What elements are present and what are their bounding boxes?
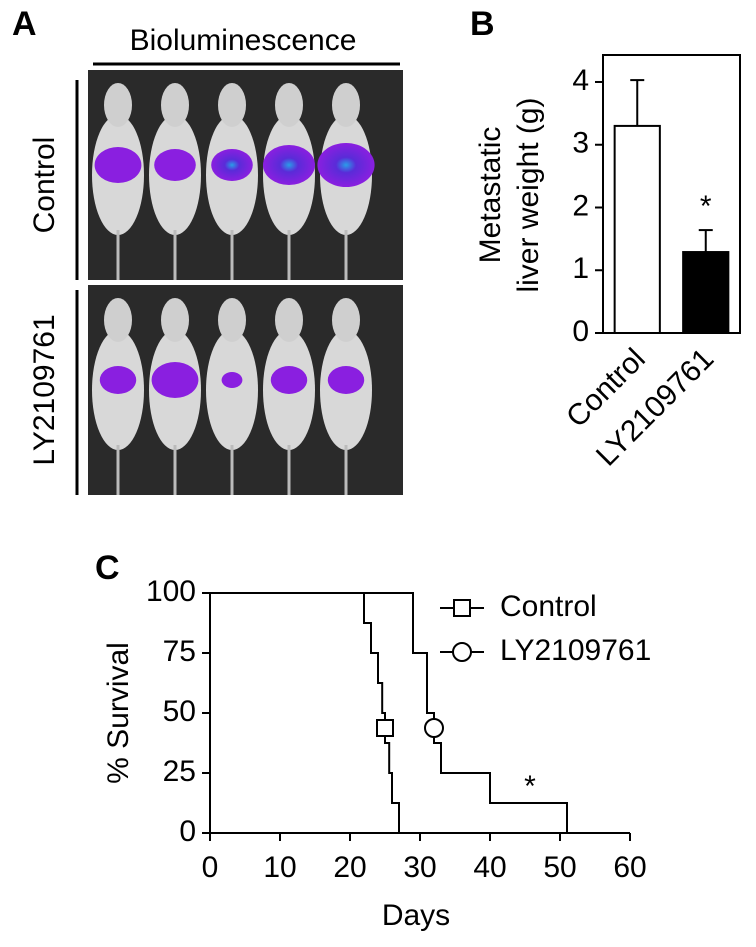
x-tick-label: 0 [202,851,219,884]
mouse-head [332,298,360,342]
y-tick-label: 4 [572,64,589,97]
y-tick-label: 2 [572,189,589,222]
y-axis-label: % Survival [102,642,135,784]
annotation: * [524,770,536,803]
mouse-head [275,83,303,127]
plot-frame [602,54,741,334]
marker [453,599,471,617]
mouse-head [332,83,360,127]
row-label: LY2109761 [28,314,61,465]
mouse-head [275,298,303,342]
mouse-head [104,298,132,342]
x-tick-label: 20 [333,851,366,884]
signal [151,362,199,398]
signal [154,149,196,181]
marker [424,718,444,738]
y-tick-label: 25 [163,755,196,788]
mouse-head [104,83,132,127]
bar [613,124,661,335]
signal [317,143,375,187]
signal [270,366,308,394]
y-tick-label: 1 [572,252,589,285]
y-tick-label: 3 [572,127,589,160]
mouse-head [161,298,189,342]
bar [682,251,730,335]
annotation: * [700,190,712,223]
x-tick-label: 30 [403,851,436,884]
x-tick-label: 60 [613,851,646,884]
x-tick-label: 50 [543,851,576,884]
y-axis-label: liver weight (g) [512,97,545,292]
signal [99,366,137,394]
signal [221,372,243,388]
y-tick-label: 75 [163,635,196,668]
panel-label: B [470,5,495,43]
mouse-head [161,83,189,127]
y-tick-label: 0 [179,815,196,848]
legend-label: LY2109761 [500,634,651,667]
mouse-images [88,70,403,495]
row-label: Control [28,137,61,234]
x-axis-label: Days [382,899,450,932]
survival-line [210,592,568,833]
mouse-head [218,298,246,342]
y-tick-label: 100 [146,575,196,608]
y-tick-label: 50 [163,695,196,728]
panel-label: A [12,5,37,43]
signal [94,147,142,183]
signal [211,149,253,181]
y-tick-label: 0 [572,315,589,348]
marker [452,642,472,662]
legend-label: Control [500,590,597,623]
survival-line [210,592,400,833]
mouse-head [218,83,246,127]
x-tick-label: 40 [473,851,506,884]
marker [376,719,394,737]
panel-label: C [95,549,120,587]
y-axis-label: Metastatic [474,127,507,264]
panel-title: Bioluminescence [130,24,357,57]
chart-c: C 0 25 50 75 100 0 10 20 30 40 50 60 Days % Survival Co… [95,549,651,932]
signal [327,366,365,394]
x-tick-label: 10 [263,851,296,884]
signal [263,145,315,185]
mouse [206,330,258,450]
